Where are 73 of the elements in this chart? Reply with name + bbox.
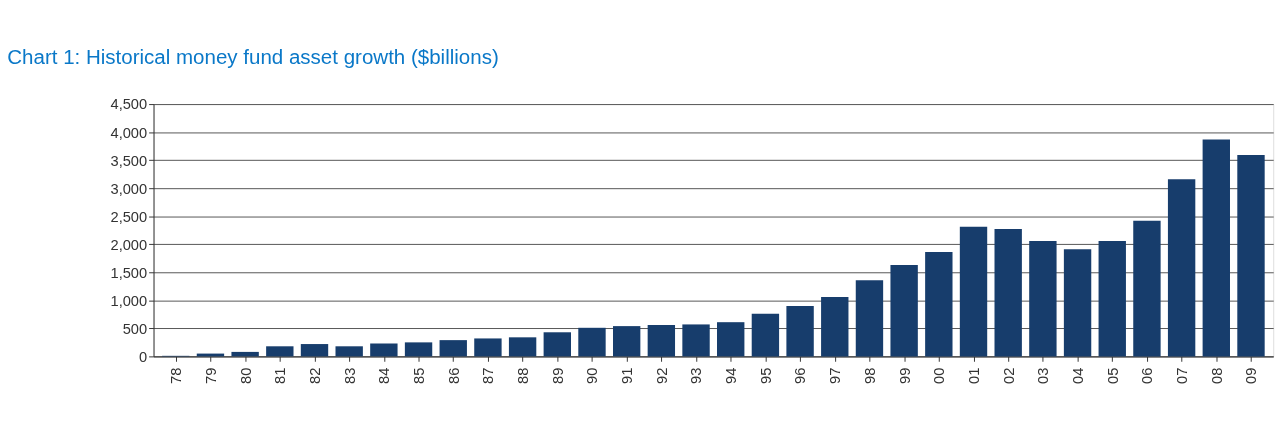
- bar: [821, 296, 849, 357]
- x-tick-label: 95: [757, 367, 774, 384]
- bar: [543, 332, 571, 357]
- x-tick-label: 93: [688, 367, 705, 384]
- x-tick-label: 85: [410, 367, 427, 384]
- x-tick-label: 96: [792, 367, 809, 384]
- bar: [786, 305, 814, 357]
- bar: [717, 322, 745, 357]
- bar: [1237, 155, 1265, 357]
- y-tick-label: 3,000: [110, 180, 148, 197]
- bar: [1098, 240, 1126, 357]
- x-tick-label: 80: [237, 367, 254, 384]
- x-tick-label: 97: [827, 367, 844, 384]
- bar: [439, 340, 467, 357]
- bar: [404, 342, 433, 357]
- x-tick-label: 79: [202, 367, 219, 384]
- x-tick-label: 81: [272, 367, 289, 384]
- x-tick-label: 90: [584, 367, 601, 384]
- x-tick-label: 06: [1139, 367, 1156, 384]
- x-tick-label: 84: [376, 367, 393, 384]
- x-tick-label: 94: [723, 367, 740, 384]
- bar: [925, 252, 953, 357]
- x-tick-label: 09: [1243, 367, 1260, 384]
- y-tick-label: 0: [139, 348, 148, 365]
- y-tick-label: 4,000: [110, 124, 148, 141]
- bar: [612, 326, 641, 357]
- bar: [1202, 139, 1230, 357]
- bar: [1167, 179, 1196, 357]
- x-tick-label: 83: [341, 367, 358, 384]
- x-tick-label: 92: [653, 367, 670, 384]
- bar: [474, 338, 502, 357]
- x-tick-label: 05: [1104, 367, 1121, 384]
- bar: [370, 343, 398, 357]
- x-tick-label: 03: [1035, 367, 1052, 384]
- bar: [682, 324, 710, 357]
- x-tick-label: 02: [1000, 367, 1017, 384]
- y-tick-label: 500: [122, 320, 148, 337]
- x-tick-label: 89: [549, 367, 566, 384]
- x-tick-label: 88: [514, 367, 531, 384]
- chart-title: Chart 1: Historical money fund asset growth ($billions): [7, 45, 499, 68]
- x-tick-label: 78: [168, 367, 185, 384]
- x-tick-label: 04: [1069, 367, 1086, 384]
- x-tick-label: 01: [965, 367, 982, 384]
- bar: [335, 346, 363, 357]
- x-tick-label: 98: [861, 367, 878, 384]
- x-tick-label: 86: [445, 367, 462, 384]
- x-tick-label: 91: [619, 367, 636, 384]
- y-tick-label: 1,000: [110, 292, 148, 309]
- bar: [1133, 220, 1161, 357]
- bar: [994, 229, 1022, 357]
- x-tick-label: 08: [1208, 367, 1225, 384]
- y-tick-label: 2,000: [110, 236, 148, 253]
- y-tick-label: 3,500: [110, 152, 148, 169]
- bar: [647, 324, 676, 357]
- bar: [300, 344, 329, 357]
- bar: [508, 337, 537, 357]
- bar: [751, 313, 780, 357]
- y-tick-label: 4,500: [110, 96, 148, 113]
- x-tick-label: 07: [1174, 367, 1190, 384]
- x-tick-label: 87: [480, 367, 497, 384]
- x-tick-label: 82: [306, 367, 323, 384]
- x-tick-label: 00: [931, 367, 948, 384]
- y-tick-label: 2,500: [110, 208, 148, 225]
- bar: [231, 351, 259, 357]
- bar: [266, 346, 294, 357]
- bar: [1063, 249, 1092, 357]
- bar: [959, 226, 988, 357]
- bar: [855, 280, 884, 357]
- y-tick-label: 1,500: [110, 264, 148, 281]
- bar: [1029, 240, 1057, 357]
- x-tick-label: 99: [896, 367, 913, 384]
- bar: [890, 265, 918, 357]
- bar: [578, 327, 606, 357]
